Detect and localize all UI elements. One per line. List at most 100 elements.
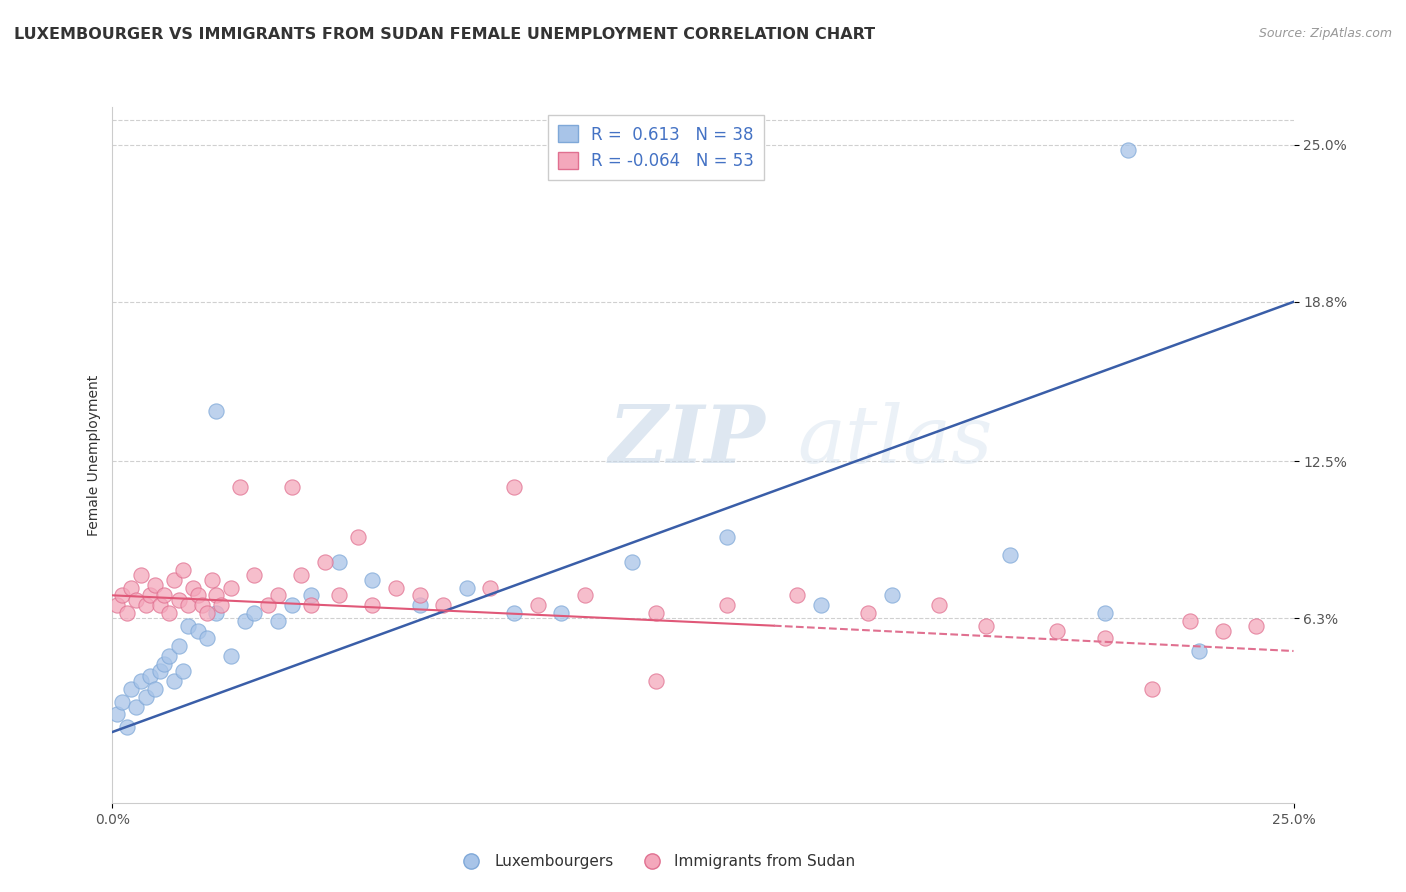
Point — [186, 588, 208, 602]
Point — [105, 707, 128, 722]
Point — [181, 581, 204, 595]
Point — [299, 599, 322, 613]
Point — [209, 599, 232, 613]
Point — [503, 479, 526, 493]
Point — [456, 581, 478, 595]
Text: ZIP: ZIP — [609, 402, 765, 480]
Point — [149, 665, 172, 679]
Point — [167, 639, 190, 653]
Point — [115, 720, 138, 734]
Point — [257, 599, 280, 613]
Point — [172, 665, 194, 679]
Point — [574, 588, 596, 602]
Point — [111, 695, 134, 709]
Point — [408, 599, 430, 613]
Point — [105, 599, 128, 613]
Point — [157, 606, 180, 620]
Point — [143, 681, 166, 696]
Point — [1244, 618, 1267, 632]
Point — [1212, 624, 1234, 638]
Point — [479, 581, 502, 595]
Point — [786, 588, 808, 602]
Point — [125, 593, 148, 607]
Point — [1094, 606, 1116, 620]
Point — [347, 530, 370, 544]
Point — [205, 403, 228, 417]
Point — [644, 606, 666, 620]
Point — [177, 618, 200, 632]
Point — [243, 568, 266, 582]
Point — [550, 606, 572, 620]
Point — [621, 556, 644, 570]
Text: atlas: atlas — [797, 402, 993, 480]
Point — [219, 581, 242, 595]
Point — [205, 588, 228, 602]
Point — [432, 599, 454, 613]
Point — [1188, 644, 1211, 658]
Point — [290, 568, 312, 582]
Point — [1046, 624, 1069, 638]
Point — [177, 599, 200, 613]
Point — [129, 674, 152, 689]
Point — [139, 669, 162, 683]
Point — [186, 624, 208, 638]
Point — [229, 479, 252, 493]
Point — [115, 606, 138, 620]
Point — [120, 681, 142, 696]
Point — [314, 556, 336, 570]
Point — [172, 563, 194, 577]
Text: Source: ZipAtlas.com: Source: ZipAtlas.com — [1258, 27, 1392, 40]
Point — [328, 556, 350, 570]
Point — [111, 588, 134, 602]
Text: LUXEMBOURGER VS IMMIGRANTS FROM SUDAN FEMALE UNEMPLOYMENT CORRELATION CHART: LUXEMBOURGER VS IMMIGRANTS FROM SUDAN FE… — [14, 27, 875, 42]
Point — [120, 581, 142, 595]
Point — [135, 599, 157, 613]
Point — [157, 648, 180, 663]
Point — [163, 674, 186, 689]
Point — [267, 614, 290, 628]
Point — [163, 573, 186, 587]
Point — [998, 548, 1021, 562]
Point — [976, 618, 998, 632]
Point — [928, 599, 950, 613]
Point — [139, 588, 162, 602]
Point — [716, 599, 738, 613]
Point — [149, 599, 172, 613]
Point — [153, 657, 176, 671]
Point — [267, 588, 290, 602]
Point — [195, 606, 218, 620]
Point — [858, 606, 880, 620]
Point — [153, 588, 176, 602]
Point — [503, 606, 526, 620]
Point — [219, 648, 242, 663]
Point — [299, 588, 322, 602]
Legend: Luxembourgers, Immigrants from Sudan: Luxembourgers, Immigrants from Sudan — [450, 848, 862, 875]
Y-axis label: Female Unemployment: Female Unemployment — [87, 375, 101, 535]
Point — [810, 599, 832, 613]
Point — [233, 614, 256, 628]
Point — [1178, 614, 1201, 628]
Point — [129, 568, 152, 582]
Point — [1094, 632, 1116, 646]
Point — [195, 632, 218, 646]
Point — [526, 599, 548, 613]
Point — [205, 606, 228, 620]
Point — [328, 588, 350, 602]
Point — [716, 530, 738, 544]
Point — [644, 674, 666, 689]
Point — [243, 606, 266, 620]
Point — [880, 588, 903, 602]
Point — [281, 599, 304, 613]
Point — [408, 588, 430, 602]
Point — [201, 573, 224, 587]
Point — [361, 599, 384, 613]
Point — [135, 690, 157, 704]
Point — [1116, 143, 1139, 157]
Point — [191, 599, 214, 613]
Point — [385, 581, 408, 595]
Point — [281, 479, 304, 493]
Point — [1140, 681, 1163, 696]
Point — [125, 699, 148, 714]
Point — [167, 593, 190, 607]
Point — [143, 578, 166, 592]
